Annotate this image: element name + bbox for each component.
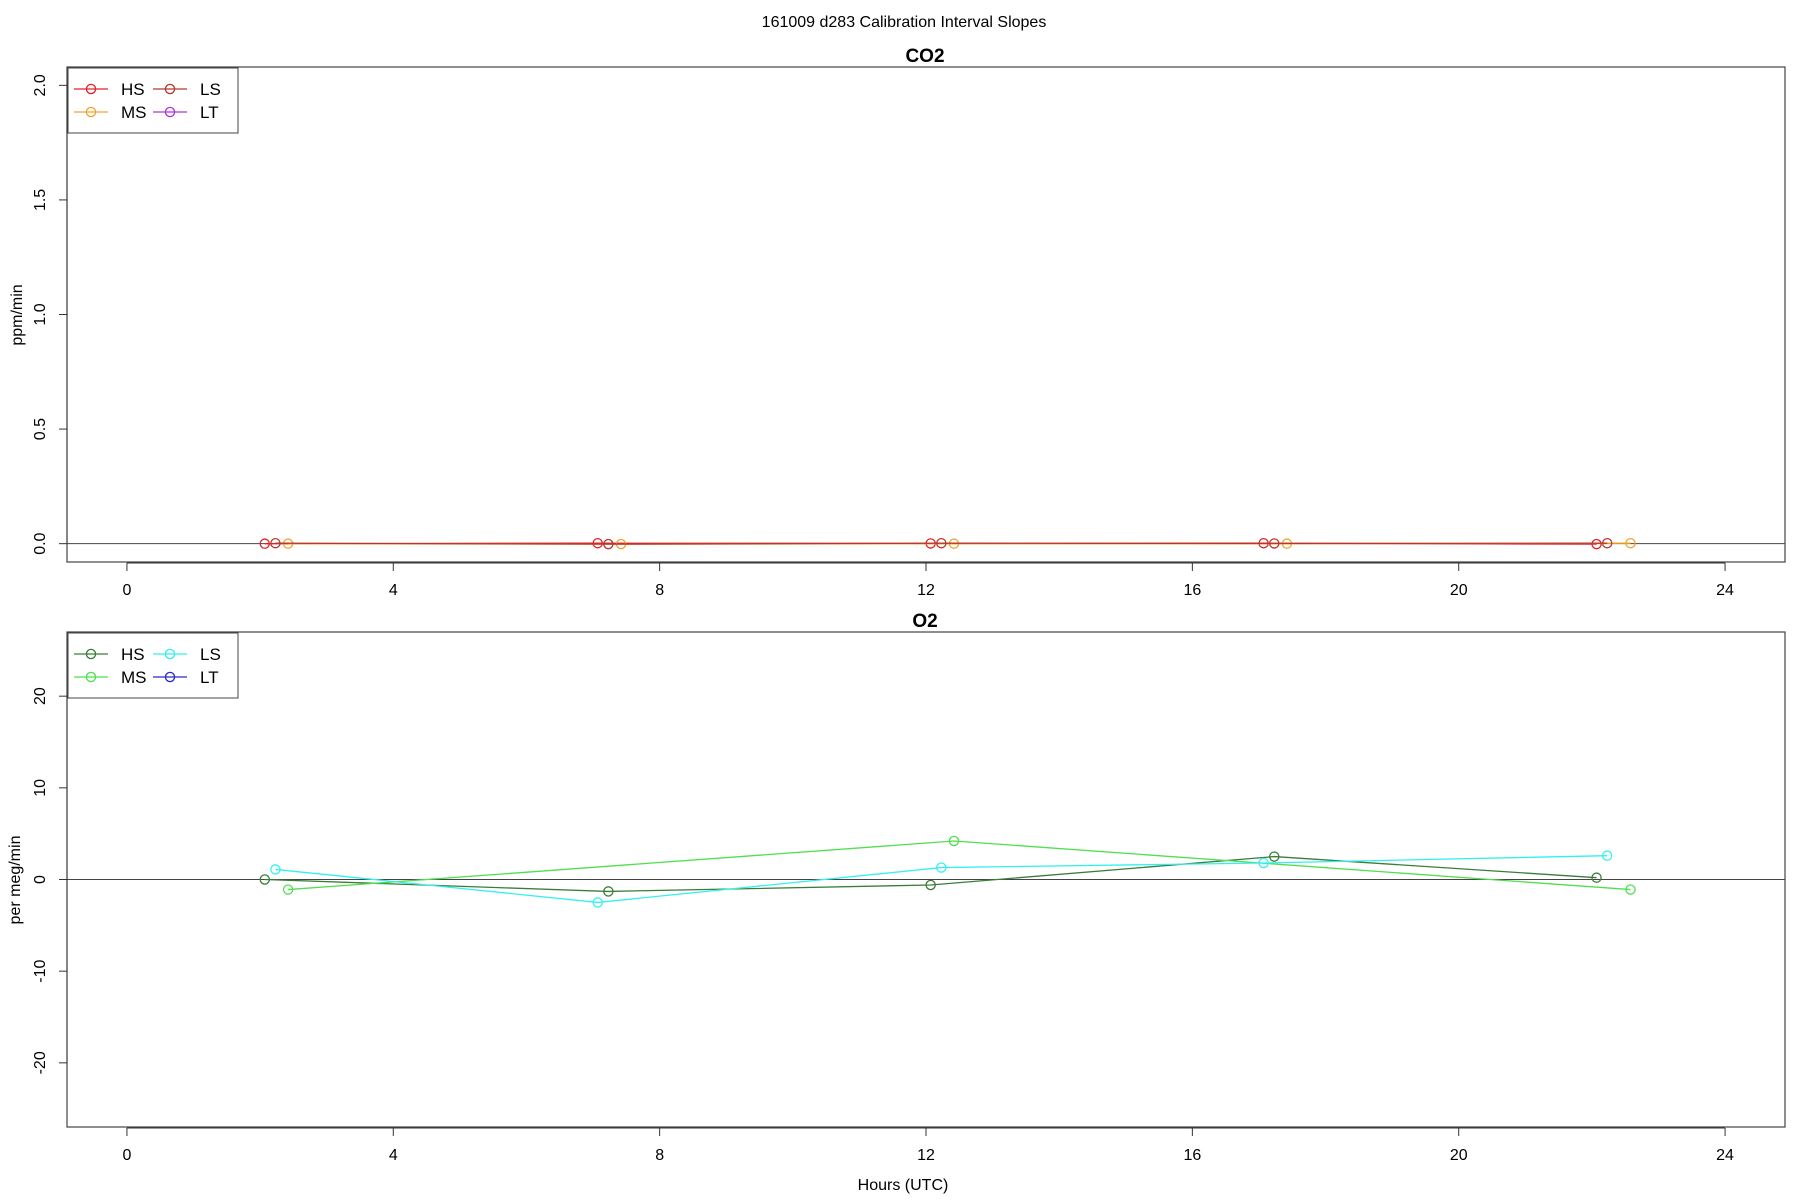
o2-y-tick-label: -20 [32,1051,49,1074]
co2-y-tick-label: 2.0 [32,74,49,96]
o2-series-line-hs [264,855,1597,893]
co2-data-point-ms [1625,537,1636,549]
co2-x-tick-label: 8 [655,582,664,599]
o2-legend-label-ms: MS [121,668,147,687]
co2-legend-marker-hs [85,83,97,95]
o2-y-tick-label: 20 [32,687,49,705]
o2-data-point-hs [925,879,936,891]
figure-title: 161009 d283 Calibration Interval Slopes [762,14,1047,31]
o2-legend-marker-ls [164,648,176,660]
co2-legend-label-ms: MS [121,103,147,122]
co2-x-tick-label: 20 [1450,582,1468,599]
o2-data-point-ms [282,884,294,895]
co2-x-tick-label: 16 [1183,582,1201,599]
co2-y-axis-label: ppm/min [9,284,26,345]
o2-legend-marker-lt [164,671,176,683]
o2-panel: O2 per meg/min Hours (UTC) 0 4 8 12 16 20 24 -2… [7,611,1786,1194]
o2-series-line-ls [275,855,1608,904]
co2-legend-label-hs: HS [121,80,145,99]
co2-x-tick-label: 4 [389,582,398,599]
o2-x-tick-label: 20 [1450,1147,1468,1164]
co2-legend-marker-ls [164,83,176,95]
o2-data-point-hs [1591,872,1602,883]
co2-data-point-ls [603,538,614,550]
o2-legend-label-lt: LT [200,668,219,687]
co2-plot-frame [66,66,1786,563]
o2-x-tick-label: 0 [122,1147,131,1164]
o2-legend-marker-ms [85,671,97,683]
co2-panel-title: CO2 [905,46,944,67]
co2-legend-marker-lt [164,106,176,118]
o2-data-point-ls [270,864,281,875]
o2-data-point-ls [1258,857,1269,869]
co2-y-tick-label: 1.5 [32,189,49,211]
co2-legend-label-ls: LS [200,80,221,99]
co2-legend-label-lt: LT [200,103,219,122]
co2-legend-marker-ms [85,106,97,118]
o2-data-point-ms [1625,884,1636,895]
o2-x-tick-label: 4 [389,1147,398,1164]
o2-data-point-ls [1601,850,1613,861]
o2-data-point-ls [936,862,947,873]
o2-x-tick-label: 16 [1183,1147,1201,1164]
co2-data-point-hs [1591,538,1602,550]
o2-x-axis-label: Hours (UTC) [858,1177,949,1194]
o2-y-tick-label: 10 [32,779,49,797]
co2-y-tick-label: 1.0 [32,303,49,325]
co2-data-point-ls [270,537,281,549]
o2-legend-label-hs: HS [121,645,145,664]
o2-data-point-hs [1269,851,1280,862]
co2-data-point-ls [1269,538,1280,549]
o2-data-point-ls [592,897,603,908]
o2-legend-marker-hs [85,648,97,660]
co2-data-point-ls [936,537,947,549]
co2-y-tick-label: 0.5 [32,418,49,440]
o2-y-axis-label: per meg/min [7,836,24,925]
co2-x-tick-label: 12 [917,582,935,599]
co2-y-tick-label: 0.0 [32,532,49,554]
o2-x-tick-label: 12 [917,1147,935,1164]
o2-legend-label-ls: LS [200,645,221,664]
o2-data-point-hs [603,886,614,897]
co2-data-point-ls [1601,537,1613,549]
co2-data-point-hs [259,538,271,549]
co2-legend [67,67,239,134]
co2-panel: CO2 ppm/min 0 4 8 12 16 20 24 0.0 0.5 1.0 1.5 2.0 HS… [9,46,1786,599]
o2-series-line-ms [288,840,1631,891]
co2-x-tick-label: 0 [122,582,131,599]
o2-x-tick-label: 8 [655,1147,664,1164]
co2-data-point-hs [592,537,603,549]
o2-panel-title: O2 [912,611,937,632]
o2-y-tick-label: 0 [32,875,49,884]
o2-y-tick-label: -10 [32,960,49,983]
o2-data-point-ms [948,835,960,847]
co2-x-tick-label: 24 [1716,582,1734,599]
o2-legend [67,632,239,699]
o2-x-tick-label: 24 [1716,1147,1734,1164]
co2-series-line-ls [275,542,1608,545]
o2-data-point-hs [259,874,271,885]
